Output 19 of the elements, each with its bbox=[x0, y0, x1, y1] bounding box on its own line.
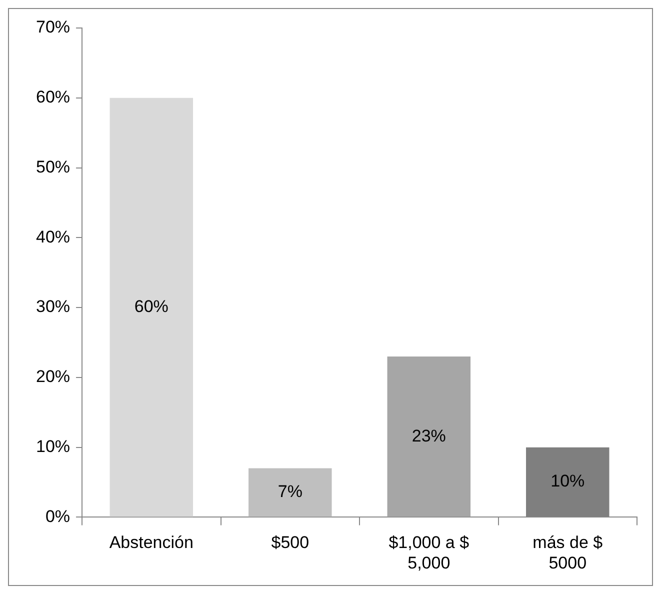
data-label: 10% bbox=[550, 472, 585, 491]
y-tick-label: 30% bbox=[36, 297, 70, 316]
y-tick-label: 20% bbox=[36, 367, 70, 386]
y-tick-label: 0% bbox=[45, 506, 70, 526]
y-tick-label: 60% bbox=[36, 88, 70, 107]
bar bbox=[387, 356, 471, 517]
data-label: 60% bbox=[134, 296, 168, 316]
x-tick-label: más de $ 5000 bbox=[532, 533, 604, 572]
data-label: 23% bbox=[412, 426, 446, 446]
data-label: 7% bbox=[278, 482, 302, 502]
x-tick-label: $500 bbox=[271, 533, 310, 552]
bar bbox=[110, 98, 194, 517]
x-tick-label: Abstención bbox=[109, 533, 194, 552]
bar bbox=[248, 468, 332, 517]
x-tick-label: $1,000 a $ 5,000 bbox=[388, 533, 470, 572]
y-tick-label: 70% bbox=[36, 18, 70, 37]
y-tick-label: 40% bbox=[36, 227, 70, 246]
y-tick-label: 10% bbox=[36, 437, 70, 456]
y-tick-label: 50% bbox=[36, 157, 70, 176]
